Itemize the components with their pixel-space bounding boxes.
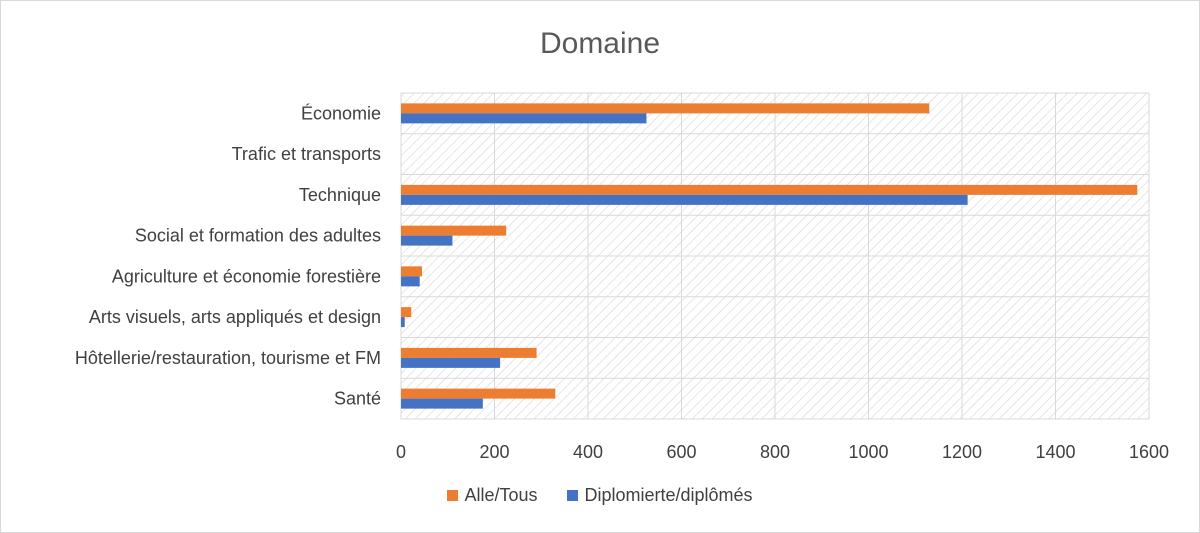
category-label: Technique bbox=[299, 185, 381, 205]
x-tick-label: 600 bbox=[666, 442, 696, 462]
category-label: Économie bbox=[301, 103, 381, 123]
x-tick-label: 1200 bbox=[942, 442, 982, 462]
legend-item-diplomierte: Diplomierte/diplômés bbox=[567, 485, 753, 506]
x-tick-label: 1000 bbox=[848, 442, 888, 462]
gridlines bbox=[400, 92, 1150, 420]
category-label: Arts visuels, arts appliqués et design bbox=[89, 307, 381, 327]
bar-alle-tous-6 bbox=[401, 347, 537, 358]
legend-swatch-diplomierte bbox=[567, 490, 579, 501]
bar-diplomierte-0 bbox=[401, 113, 647, 124]
bar-alle-tous-0 bbox=[401, 103, 930, 114]
x-tick-label: 200 bbox=[479, 442, 509, 462]
x-tick-label: 1600 bbox=[1129, 442, 1169, 462]
legend-label-alle-tous: Alle/Tous bbox=[464, 485, 538, 505]
category-labels: Économie Trafic et transports Technique Soc… bbox=[75, 103, 381, 408]
category-label: Trafic et transports bbox=[232, 144, 381, 164]
category-label: Hôtellerie/restauration, tourisme et FM bbox=[75, 348, 381, 368]
bar-alle-tous-4 bbox=[401, 266, 423, 277]
legend: Alle/Tous Diplomierte/diplômés bbox=[1, 485, 1199, 506]
bar-alle-tous-7 bbox=[401, 388, 556, 399]
bar-diplomierte-4 bbox=[401, 276, 420, 287]
legend-swatch-alle-tous bbox=[447, 490, 459, 501]
category-label: Santé bbox=[334, 389, 381, 409]
legend-item-alle-tous: Alle/Tous bbox=[447, 485, 537, 506]
category-label: Social et formation des adultes bbox=[135, 226, 381, 246]
bar-alle-tous-5 bbox=[401, 307, 412, 318]
x-tick-label: 400 bbox=[573, 442, 603, 462]
legend-label-diplomierte: Diplomierte/diplômés bbox=[584, 485, 753, 505]
x-axis-tick-labels: 0 200 400 600 800 1000 1200 1400 1600 bbox=[396, 442, 1169, 462]
bar-alle-tous-3 bbox=[401, 225, 507, 236]
bar-diplomierte-5 bbox=[401, 317, 405, 328]
bar-diplomierte-7 bbox=[401, 398, 483, 409]
bar-diplomierte-6 bbox=[401, 357, 501, 368]
bar-diplomierte-3 bbox=[401, 235, 453, 246]
category-label: Agriculture et économie forestière bbox=[112, 266, 381, 286]
bar-alle-tous-2 bbox=[401, 184, 1138, 195]
x-tick-label: 800 bbox=[760, 442, 790, 462]
bar-diplomierte-2 bbox=[401, 194, 968, 205]
bars bbox=[401, 103, 1138, 409]
x-tick-label: 0 bbox=[396, 442, 406, 462]
x-tick-label: 1400 bbox=[1035, 442, 1075, 462]
chart-title: Domaine bbox=[539, 27, 661, 60]
